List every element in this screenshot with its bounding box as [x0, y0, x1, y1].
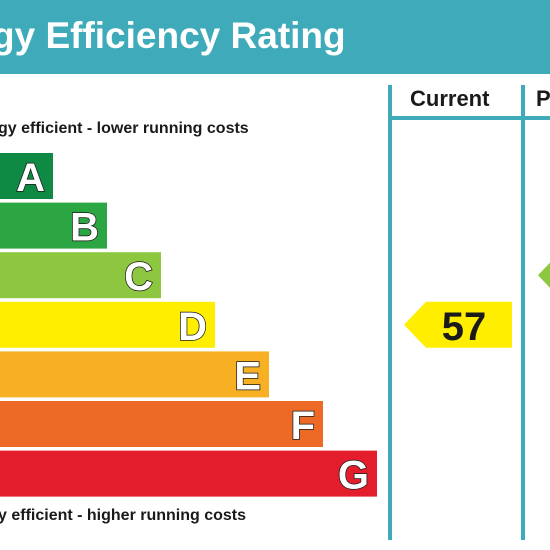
divider-left	[388, 85, 392, 540]
current-rating-value: 57	[442, 305, 487, 349]
potential-rating-arrow	[538, 252, 550, 299]
current-rating-arrow	[404, 301, 512, 348]
column-header-potential: P	[536, 86, 550, 111]
band-bar-b	[0, 202, 107, 249]
page-title: gy Efficiency Rating	[0, 15, 346, 56]
divider-middle	[521, 85, 525, 540]
caption-bottom: y efficient - higher running costs	[0, 507, 247, 524]
band-letter-e: E	[234, 354, 261, 398]
band-letter-d: D	[178, 305, 207, 349]
band-bar-a	[0, 153, 53, 199]
band-bar-e	[0, 351, 269, 398]
band-letter-b: B	[70, 206, 99, 250]
band-letter-c: C	[124, 255, 153, 299]
column-header-current: Current	[410, 86, 490, 111]
title-bar: gy Efficiency Rating	[0, 0, 550, 74]
band-bar-g	[0, 450, 377, 497]
band-bar-d	[0, 301, 215, 348]
band-bar-f	[0, 401, 323, 447]
header-underline	[388, 116, 550, 120]
band-letter-g: G	[338, 454, 369, 498]
band-bar-c	[0, 252, 161, 299]
band-letter-f: F	[291, 404, 315, 448]
band-letter-a: A	[16, 156, 45, 200]
caption-top: gy efficient - lower running costs	[0, 120, 249, 137]
